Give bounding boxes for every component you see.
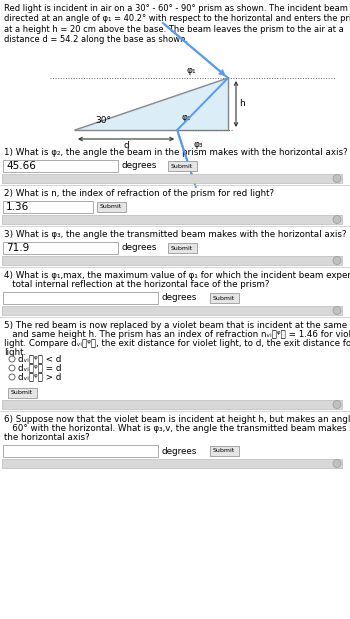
FancyBboxPatch shape [3, 242, 118, 254]
Text: total internal reflection at the horizontal face of the prism?: total internal reflection at the horizon… [4, 280, 270, 289]
Text: φ₂: φ₂ [181, 113, 191, 122]
Text: 5) The red beam is now replaced by a violet beam that is incident at the same an: 5) The red beam is now replaced by a vio… [4, 321, 350, 330]
FancyBboxPatch shape [2, 400, 342, 409]
Text: φ₁: φ₁ [186, 66, 196, 75]
Circle shape [333, 306, 341, 314]
Text: Submit: Submit [213, 295, 235, 300]
FancyBboxPatch shape [168, 161, 196, 171]
FancyBboxPatch shape [2, 306, 342, 315]
Text: 45.66: 45.66 [6, 161, 36, 171]
Text: light.: light. [4, 348, 26, 357]
Circle shape [333, 459, 341, 467]
Circle shape [333, 215, 341, 223]
Text: 30°: 30° [95, 116, 111, 125]
FancyBboxPatch shape [3, 160, 118, 172]
Text: dᵥᵢᵯᵠᵯ > d: dᵥᵢᵯᵠᵯ > d [18, 373, 61, 381]
Text: 71.9: 71.9 [6, 243, 29, 253]
Text: degrees: degrees [121, 243, 156, 253]
FancyBboxPatch shape [168, 243, 196, 253]
FancyBboxPatch shape [97, 202, 126, 212]
Text: 2) What is n, the index of refraction of the prism for red light?: 2) What is n, the index of refraction of… [4, 189, 274, 198]
FancyBboxPatch shape [3, 292, 158, 304]
Text: φ₃: φ₃ [193, 140, 203, 149]
Text: 6) Suppose now that the violet beam is incident at height h, but makes an angle : 6) Suppose now that the violet beam is i… [4, 415, 350, 424]
Circle shape [333, 400, 341, 409]
Text: 4) What is φ₁,max, the maximum value of φ₁ for which the incident beam experienc: 4) What is φ₁,max, the maximum value of … [4, 271, 350, 280]
FancyBboxPatch shape [3, 445, 158, 457]
Text: Submit: Submit [100, 204, 122, 209]
FancyBboxPatch shape [210, 446, 238, 456]
FancyBboxPatch shape [2, 256, 342, 265]
Text: light. Compare dᵥᵢᵯᵠᵯ, the exit distance for violet light, to d, the exit distan: light. Compare dᵥᵢᵯᵠᵯ, the exit distance… [4, 339, 350, 348]
Circle shape [333, 175, 341, 183]
Text: dᵥᵢᵯᵠᵯ = d: dᵥᵢᵯᵠᵯ = d [18, 363, 62, 373]
Text: 60° with the horizontal. What is φ₃,v, the angle the transmitted beam makes with: 60° with the horizontal. What is φ₃,v, t… [4, 424, 350, 433]
Text: the horizontal axis?: the horizontal axis? [4, 433, 90, 442]
Text: Submit: Submit [171, 163, 193, 168]
Text: h: h [239, 100, 245, 108]
Text: 1.36: 1.36 [6, 202, 29, 212]
Text: Submit: Submit [11, 390, 33, 395]
FancyBboxPatch shape [2, 459, 342, 468]
FancyBboxPatch shape [210, 293, 238, 303]
Text: degrees: degrees [161, 446, 196, 456]
Circle shape [9, 365, 15, 371]
Text: Red light is incident in air on a 30° - 60° - 90° prism as shown. The incident b: Red light is incident in air on a 30° - … [4, 4, 350, 44]
Text: 1) What is φ₂, the angle the beam in the prism makes with the horizontal axis?: 1) What is φ₂, the angle the beam in the… [4, 148, 348, 157]
Text: dᵥᵢᵯᵠᵯ < d: dᵥᵢᵯᵠᵯ < d [18, 355, 61, 363]
Text: d: d [123, 141, 129, 150]
Text: Submit: Submit [171, 246, 193, 251]
Text: and same height h. The prism has an index of refraction nᵥᵢᵯᵠᵯ = 1.46 for violet: and same height h. The prism has an inde… [4, 330, 350, 339]
Text: degrees: degrees [161, 293, 196, 303]
FancyBboxPatch shape [2, 215, 342, 224]
Text: 3) What is φ₃, the angle the transmitted beam makes with the horizontal axis?: 3) What is φ₃, the angle the transmitted… [4, 230, 346, 239]
FancyBboxPatch shape [7, 387, 36, 397]
Text: Submit: Submit [213, 449, 235, 454]
Circle shape [9, 374, 15, 380]
Polygon shape [75, 78, 228, 130]
Circle shape [333, 256, 341, 264]
FancyBboxPatch shape [2, 174, 342, 183]
Text: degrees: degrees [121, 162, 156, 170]
FancyBboxPatch shape [3, 201, 93, 213]
Circle shape [9, 356, 15, 362]
